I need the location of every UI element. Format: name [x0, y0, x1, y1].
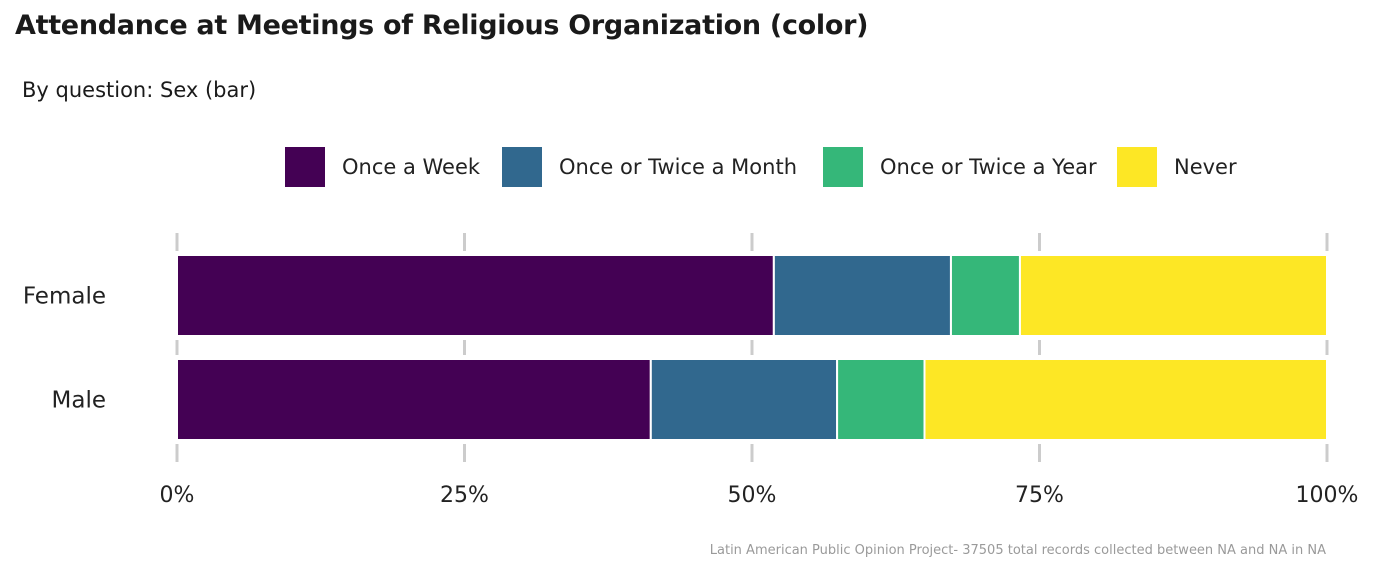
bar-segment [949, 254, 1021, 337]
category-label: Female [23, 284, 106, 310]
legend-item: Never [1117, 147, 1237, 187]
legend-item: Once a Week [285, 147, 481, 187]
bars [176, 254, 1328, 441]
legend-swatch [502, 147, 542, 187]
legend-label: Once or Twice a Month [559, 155, 797, 179]
chart-title: Attendance at Meetings of Religious Orga… [15, 10, 869, 41]
x-tick-label: 25% [440, 483, 489, 508]
legend-swatch [285, 147, 325, 187]
category-labels: Female Male [23, 284, 106, 414]
bar-segment [836, 358, 926, 441]
bar-segment [649, 358, 839, 441]
bar-segment [176, 358, 652, 441]
x-tick-label: 50% [728, 483, 777, 508]
chart-caption: Latin American Public Opinion Project- 3… [709, 543, 1326, 558]
x-tick-label: 0% [160, 483, 195, 508]
legend-label: Once or Twice a Year [880, 155, 1097, 179]
legend-swatch [823, 147, 863, 187]
bar-segment [772, 254, 952, 337]
bar-segment [1018, 254, 1328, 337]
bar-segment [923, 358, 1328, 441]
legend-label: Once a Week [342, 155, 481, 179]
legend-label: Never [1174, 155, 1237, 179]
legend-item: Once or Twice a Year [823, 147, 1097, 187]
gridlines [175, 233, 1329, 462]
legend-swatch [1117, 147, 1157, 187]
x-tick-label: 75% [1015, 483, 1064, 508]
bar-segment [176, 254, 775, 337]
legend-item: Once or Twice a Month [502, 147, 797, 187]
x-tick-label: 100% [1296, 483, 1359, 508]
legend: Once a Week Once or Twice a Month Once or … [285, 147, 1237, 187]
x-axis-tick-labels: 0% 25% 50% 75% 100% [160, 483, 1359, 508]
chart-subtitle: By question: Sex (bar) [22, 78, 257, 102]
category-label: Male [52, 388, 106, 414]
